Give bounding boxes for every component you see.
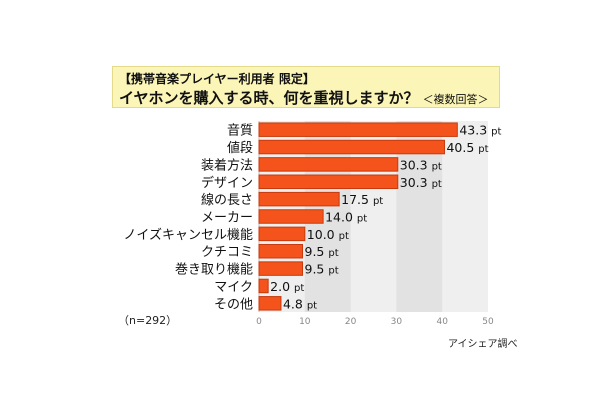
value-unit: pt <box>491 127 501 138</box>
value-label: 2.0 pt <box>270 279 304 294</box>
bar <box>258 122 458 137</box>
value-label: 10.0 pt <box>307 227 349 242</box>
x-tick-label: 20 <box>345 317 357 327</box>
category-label: その他 <box>214 297 253 312</box>
category-label: ノイズキャンセル機能 <box>123 227 253 243</box>
bar <box>258 174 399 190</box>
x-tick-label: 0 <box>256 317 262 327</box>
sample-size-label: （n=292） <box>118 314 178 327</box>
bar <box>258 226 306 242</box>
bar <box>258 209 324 224</box>
bar <box>258 261 304 276</box>
x-tick-label: 30 <box>391 317 403 327</box>
value-unit: pt <box>294 283 304 294</box>
chart-title-note: ＜複数回答＞ <box>422 93 489 106</box>
bar <box>258 243 304 259</box>
value-label: 30.3 pt <box>400 175 442 190</box>
value-unit: pt <box>478 144 488 155</box>
x-tick-label: 50 <box>482 317 494 327</box>
chart-title-question: イヤホンを購入する時、何を重視しますか？ <box>119 89 419 107</box>
value-label: 9.5 pt <box>305 244 339 259</box>
chart-title: イヤホンを購入する時、何を重視しますか？ ＜複数回答＞ <box>119 87 489 108</box>
x-tick-label: 10 <box>299 317 311 327</box>
value-unit: pt <box>328 248 338 259</box>
bar <box>258 296 282 311</box>
value-label: 9.5 pt <box>305 262 339 277</box>
bar <box>258 157 399 172</box>
category-label: 装着方法 <box>201 157 253 173</box>
value-label: 40.5 pt <box>446 140 488 155</box>
category-label: 値段 <box>227 140 253 156</box>
category-label: メーカー <box>201 211 253 226</box>
bar <box>258 139 445 155</box>
category-label: クチコミ <box>201 245 253 260</box>
category-label: 線の長さ <box>201 192 253 208</box>
bar <box>258 278 269 294</box>
value-label: 14.0 pt <box>325 210 367 225</box>
value-unit: pt <box>328 266 338 277</box>
value-label: 17.5 pt <box>341 192 383 207</box>
value-unit: pt <box>373 196 383 207</box>
chart-title-qualifier: 【携帯音楽プレイヤー利用者 限定】 <box>119 72 315 86</box>
bar <box>258 191 340 207</box>
value-unit: pt <box>432 179 442 190</box>
value-unit: pt <box>357 214 367 225</box>
x-tick-label: 40 <box>436 317 448 327</box>
value-unit: pt <box>339 231 349 242</box>
category-label: 音質 <box>227 123 253 139</box>
value-label: 43.3 pt <box>459 123 501 138</box>
source-label: アイシェア調べ <box>448 339 518 350</box>
value-unit: pt <box>432 161 442 172</box>
value-label: 30.3 pt <box>400 157 442 172</box>
category-label: デザイン <box>201 175 253 191</box>
category-label: マイク <box>214 280 253 295</box>
value-unit: pt <box>307 300 317 311</box>
title-box: 【携帯音楽プレイヤー利用者 限定】 イヤホンを購入する時、何を重視しますか？ ＜複… <box>112 66 500 108</box>
category-label: 巻き取り機能 <box>175 263 253 278</box>
value-label: 4.8 pt <box>283 296 317 311</box>
